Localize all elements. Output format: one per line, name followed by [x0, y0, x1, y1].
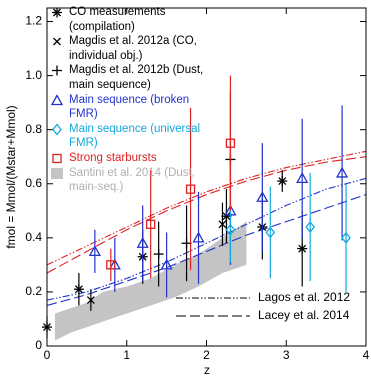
data-point	[181, 238, 192, 249]
legend-label: Lagos et al. 2012	[258, 290, 350, 304]
y-tick-label: 0.4	[25, 230, 42, 244]
y-tick-label: 0	[35, 338, 42, 352]
marker-shape	[136, 236, 149, 248]
legend-label: Lacey et al. 2014	[258, 308, 350, 322]
legend-swatch	[51, 167, 63, 179]
y-tick-label: 1.2	[25, 14, 42, 28]
data-point	[277, 176, 288, 187]
data-point	[192, 231, 205, 243]
y-axis-label: fmol = Mmol/(Mstar+Mmol)	[4, 105, 18, 248]
legend-marker	[52, 123, 62, 136]
marker-shape	[305, 220, 316, 234]
legend-marker	[52, 153, 62, 164]
marker-stroke	[86, 296, 95, 304]
marker-shape	[296, 172, 309, 184]
data-point	[88, 245, 101, 257]
legend-entry: CO measurements (compilation)	[50, 5, 219, 34]
legend-label: Main sequence (broken FMR)	[69, 93, 190, 121]
data-point	[146, 219, 156, 229]
data-point	[265, 226, 276, 239]
marker-stroke	[53, 37, 61, 46]
marker-shape	[160, 258, 173, 270]
data-point	[42, 322, 52, 333]
y-tick-label: 0.8	[25, 122, 42, 136]
marker-stroke	[53, 8, 61, 17]
y-tick-label: 0.2	[25, 284, 42, 298]
marker-shape	[50, 93, 64, 105]
data-point	[341, 231, 351, 244]
marker-shape	[225, 223, 236, 236]
marker-shape	[225, 138, 236, 148]
data-point	[218, 220, 227, 229]
data-point	[153, 249, 164, 260]
marker-shape	[146, 219, 156, 229]
marker-shape	[265, 226, 276, 239]
data-point	[225, 223, 236, 236]
data-point	[297, 243, 308, 254]
data-point	[185, 184, 196, 194]
marker-stroke	[298, 244, 307, 253]
data-point	[256, 190, 269, 202]
x-tick-label: 0	[44, 348, 51, 362]
marker-stroke	[278, 177, 287, 186]
legend-marker	[52, 7, 62, 18]
marker-shape	[52, 153, 62, 164]
x-tick-label: 1	[123, 348, 130, 362]
data-point	[335, 166, 349, 178]
marker-shape	[88, 245, 101, 257]
x-axis-label: z	[204, 363, 210, 377]
data-point	[86, 296, 95, 304]
data-point	[106, 260, 116, 270]
legend-marker	[50, 93, 64, 105]
data-point	[296, 172, 309, 184]
legend-entry: Main sequence (universal FMR)	[50, 122, 219, 151]
marker-stroke	[218, 220, 227, 229]
x-tick-label: 2	[203, 348, 210, 362]
data-point	[160, 258, 173, 270]
marker-shape	[106, 260, 116, 270]
legend-label: Santini et al. 2014 (Dust, main-seq.)	[69, 166, 195, 194]
model-curve	[46, 177, 367, 301]
x-tick-label: 3	[283, 348, 290, 362]
legend-label: Magdis et al. 2012b (Dust, main sequence…	[69, 64, 204, 91]
model-curve	[46, 194, 367, 306]
legend-marker	[51, 167, 63, 179]
legend-entry: Santini et al. 2014 (Dust, main-seq.)	[50, 166, 219, 195]
marker-stroke	[43, 323, 51, 332]
marker-shape	[192, 231, 205, 243]
legend-label: Magdis et al. 2012a (CO, individual obj.…	[69, 35, 197, 62]
marker-shape	[335, 166, 349, 178]
legend-entry: Strong starbursts	[50, 151, 219, 166]
legend-marker	[53, 37, 61, 46]
marker-stroke	[222, 212, 231, 221]
legend-marker	[52, 65, 62, 76]
data-point	[225, 138, 236, 148]
data-point	[305, 220, 316, 234]
marker-shape	[341, 231, 351, 244]
y-tick-label: 0.6	[25, 176, 42, 190]
legend-entry: Main sequence (broken FMR)	[50, 93, 219, 122]
data-point	[73, 284, 84, 295]
x-tick-label: 4	[363, 348, 370, 362]
legend-label: CO measurements (compilation)	[69, 6, 166, 33]
data-point	[136, 236, 149, 248]
y-tick-label: 1.0	[25, 68, 42, 82]
model-curve	[46, 156, 367, 274]
marker-stroke	[74, 285, 83, 294]
legend-entry: Magdis et al. 2012b (Dust, main sequence…	[50, 63, 219, 92]
marker-shape	[185, 184, 196, 194]
marker-shape	[52, 123, 62, 136]
santini-area	[54, 221, 247, 341]
legend-label: Main sequence (universal FMR)	[69, 122, 201, 150]
legend-entry: Magdis et al. 2012a (CO, individual obj.…	[50, 34, 219, 63]
legend-label: Strong starbursts	[69, 151, 157, 164]
marker-shape	[256, 190, 269, 202]
legend: CO measurements (compilation) Magdis et a…	[50, 5, 219, 195]
